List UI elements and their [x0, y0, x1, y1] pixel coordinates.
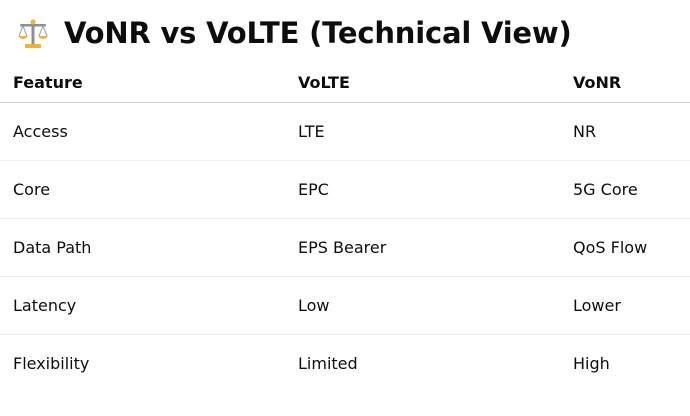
table-row: Access LTE NR [0, 102, 690, 161]
table-cell: QoS Flow [560, 218, 690, 277]
table-cell: Flexibility [13, 354, 90, 373]
table-row: Data Path EPS Bearer QoS Flow [0, 218, 690, 277]
table-cell: NR [560, 102, 690, 161]
table-row: Latency Low Lower [0, 276, 690, 335]
table-cell: Low [285, 276, 560, 335]
table-row: Flexibility Limited High [0, 335, 690, 393]
column-header: VoLTE [285, 62, 560, 103]
table-cell: EPS Bearer [285, 218, 560, 277]
table-cell: High [573, 354, 610, 373]
title: VoNR vs VoLTE (Technical View) [64, 16, 572, 50]
header-row: Feature VoLTE VoNR [0, 62, 690, 103]
table-cell: EPC [285, 160, 560, 219]
comparison-table: Feature VoLTE VoNR Access LTE NR Core EPC 5G Co… [0, 62, 690, 392]
table-cell: LTE [285, 102, 560, 161]
table-cell: Latency [0, 276, 285, 335]
scale-icon [18, 19, 48, 48]
table-cell: 5G Core [560, 160, 690, 219]
table-cell: Access [0, 102, 285, 161]
table-cell: Core [0, 160, 285, 219]
table-cell: Data Path [0, 218, 285, 277]
table-cell: Limited [298, 354, 358, 373]
column-header: VoNR [560, 62, 690, 103]
column-header: Feature [0, 62, 285, 103]
table-cell: Lower [560, 276, 690, 335]
heading: VoNR vs VoLTE (Technical View) [16, 12, 572, 54]
table-row: Core EPC 5G Core [0, 160, 690, 219]
